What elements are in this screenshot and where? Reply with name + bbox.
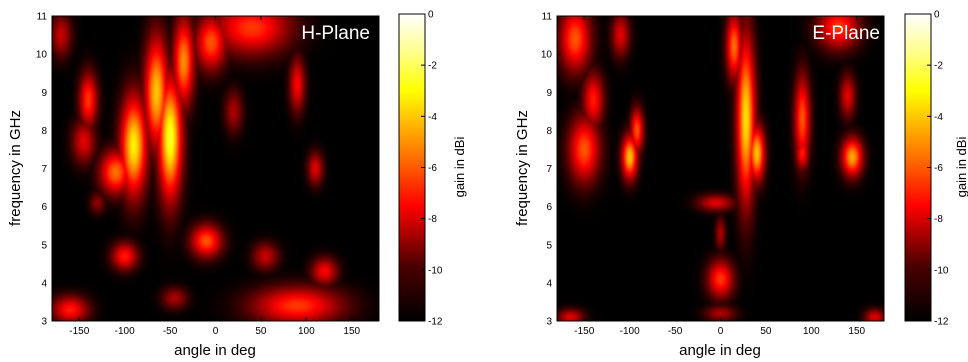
h-plane-x-tick-label: -50 [163, 326, 178, 337]
h-plane-y-tick-label: 5 [41, 240, 47, 251]
e-plane-colorbar-tick-label: -8 [934, 214, 943, 225]
e-plane-colorbar-tick-label: -12 [934, 317, 949, 328]
h-plane-colorbar [398, 13, 426, 322]
h-plane-x-tick-label: 150 [343, 326, 360, 337]
h-plane-x-ticks: -150 -100 -50 0 50 100 150 [69, 16, 361, 337]
e-plane-x-ticks: -150 -100 -50 0 50 100 150 [574, 16, 866, 337]
h-plane-x-label: angle in deg [174, 342, 256, 359]
e-plane-colorbar-tick-label: -6 [934, 163, 943, 174]
h-plane-y-label: frequency in GHz [7, 110, 24, 226]
e-plane-x-tick-label: -150 [574, 326, 594, 337]
e-plane-y-tick-label: 5 [546, 240, 552, 251]
h-plane-y-tick-label: 7 [41, 164, 47, 175]
h-plane-y-tick-label: 4 [41, 278, 47, 289]
h-plane-colorbar-tick-label: 0 [428, 10, 434, 21]
e-plane-y-label: frequency in GHz [514, 110, 531, 226]
e-plane-x-tick-label: 100 [803, 326, 820, 337]
h-plane-y-tick-label: 9 [41, 88, 47, 99]
e-plane-x-tick-label: 50 [760, 326, 772, 337]
h-plane-y-tick-label: 6 [41, 202, 47, 213]
h-plane-x-tick-label: 100 [298, 326, 315, 337]
h-plane-y-tick-label: 10 [36, 50, 48, 61]
h-plane-y-tick-label: 3 [41, 317, 47, 328]
h-plane-colorbar-tick-label: -8 [428, 214, 437, 225]
e-plane-colorbar-label: gain in dBi [954, 137, 968, 198]
e-plane-colorbar-tick-label: -2 [934, 61, 943, 72]
h-plane-y-tick-label: 8 [41, 126, 47, 137]
e-plane-colorbar-tick-label: -4 [934, 112, 943, 123]
e-plane-y-tick-label: 6 [546, 202, 552, 213]
h-plane-title: H-Plane [301, 23, 370, 44]
e-plane-colorbar [904, 13, 932, 322]
e-plane-y-tick-label: 10 [541, 50, 553, 61]
h-plane-colorbar-label: gain in dBi [452, 137, 467, 198]
e-plane-x-tick-label: -100 [620, 326, 640, 337]
h-plane-colorbar-tick-label: -2 [428, 61, 437, 72]
e-plane-x-tick-label: 150 [848, 326, 865, 337]
e-plane-y-tick-label: 9 [546, 88, 552, 99]
h-plane-colorbar-tick-label: -12 [428, 317, 443, 328]
e-plane-x-tick-label: 0 [718, 326, 724, 337]
e-plane-colorbar-tick-label: -10 [934, 265, 949, 276]
h-plane-colorbar-tick-label: -6 [428, 163, 437, 174]
e-plane-y-tick-label: 4 [546, 278, 552, 289]
h-plane-x-tick-label: -100 [115, 326, 135, 337]
e-plane-y-ticks: 3 4 5 6 7 8 9 10 11 [541, 12, 884, 328]
h-plane-x-tick-label: 50 [255, 326, 267, 337]
h-plane-y-ticks: 3 4 5 6 7 8 9 10 11 [36, 12, 379, 328]
e-plane-y-tick-label: 8 [546, 126, 552, 137]
h-plane-x-tick-label: 0 [213, 326, 219, 337]
e-plane-x-tick-label: -50 [668, 326, 683, 337]
e-plane-y-tick-label: 7 [546, 164, 552, 175]
h-plane-colorbar-tick-label: -10 [428, 265, 443, 276]
h-plane-colorbar-tick-label: -4 [428, 112, 437, 123]
e-plane-x-label: angle in deg [679, 342, 761, 359]
h-plane-heatmap [52, 16, 379, 321]
e-plane-y-tick-label: 11 [542, 12, 553, 23]
e-plane-y-tick-label: 3 [546, 317, 552, 328]
h-plane-x-tick-label: -150 [69, 326, 89, 337]
e-plane-title: E-Plane [812, 23, 880, 44]
e-plane-colorbar-ticks: 0 -2 -4 -6 -8 -10 -12 [927, 10, 949, 328]
e-plane-heatmap [557, 16, 884, 321]
h-plane-y-tick-label: 11 [37, 12, 48, 23]
h-plane-colorbar-ticks: 0 -2 -4 -6 -8 -10 -12 [421, 10, 443, 328]
e-plane-colorbar-tick-label: 0 [934, 10, 940, 21]
